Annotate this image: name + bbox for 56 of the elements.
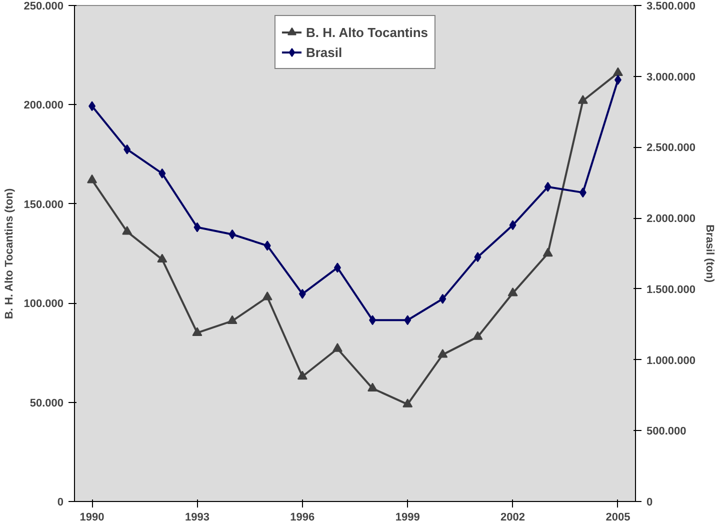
x-tick-label: 2005 <box>606 512 630 523</box>
point <box>614 74 622 85</box>
point <box>87 174 98 184</box>
x-tick-label: 2002 <box>500 512 526 523</box>
y2-tick-label: 1.500.000 <box>646 284 696 296</box>
point <box>297 370 308 380</box>
y-tick-label: 250.000 <box>24 0 64 12</box>
y2-tick-label: 2.500.000 <box>646 142 696 154</box>
x-tick-label: 1990 <box>80 512 104 523</box>
point <box>334 262 341 273</box>
y-tick-label: 150.000 <box>24 198 64 211</box>
point <box>157 254 168 263</box>
x-tick-label: 1999 <box>395 512 420 523</box>
y2-tick-label: 500.000 <box>646 426 686 438</box>
point <box>264 240 271 251</box>
point <box>227 315 238 324</box>
point <box>194 222 201 232</box>
point <box>332 343 342 352</box>
point <box>544 182 552 192</box>
point <box>472 331 483 340</box>
point <box>579 188 586 198</box>
x-tick-label: 1996 <box>290 512 315 523</box>
point <box>402 398 413 408</box>
point <box>228 229 236 240</box>
legend-label: B. H. Alto Tocantins <box>306 24 428 40</box>
point <box>508 287 518 296</box>
point <box>439 294 446 304</box>
point <box>474 252 482 262</box>
point <box>298 288 306 299</box>
y2-tick-label: 2.000.000 <box>646 213 696 226</box>
point <box>369 315 376 326</box>
x-tick-label: 1993 <box>184 512 210 523</box>
point <box>404 315 412 326</box>
y2-tick-label: 0 <box>646 496 653 508</box>
point <box>542 248 553 257</box>
point <box>122 226 132 235</box>
point <box>124 144 131 154</box>
legend-label: Brasil <box>306 44 342 60</box>
y2-axis-title: Brasil (ton) <box>703 224 716 283</box>
point <box>509 220 516 230</box>
point <box>368 382 378 392</box>
y2-tick-label: 1.000.000 <box>646 354 696 367</box>
point <box>612 67 623 76</box>
y-tick-label: 100.000 <box>24 298 64 310</box>
point <box>438 348 448 358</box>
point <box>262 291 272 300</box>
y-tick-label: 0 <box>57 496 64 508</box>
point <box>158 168 166 178</box>
y2-tick-label: 3.500.000 <box>646 0 696 12</box>
point <box>88 101 96 112</box>
point <box>578 95 588 104</box>
point <box>192 327 202 336</box>
y2-tick-label: 3.000.000 <box>646 71 696 84</box>
y-axis-title: B. H. Alto Tocantins (ton) <box>4 188 16 320</box>
y-tick-label: 50.000 <box>30 397 64 410</box>
y-tick-label: 200.000 <box>24 100 64 112</box>
